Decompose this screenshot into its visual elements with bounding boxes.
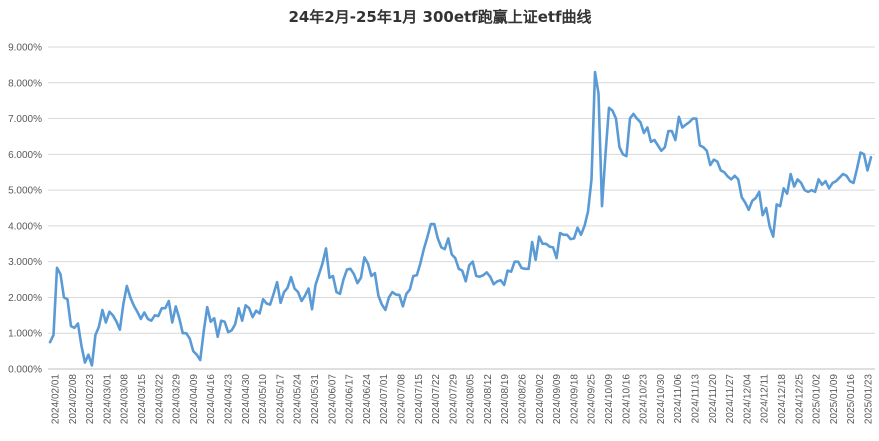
x-tick-label: 2024/12/04 bbox=[742, 374, 753, 424]
x-tick-label: 2025/01/23 bbox=[864, 374, 875, 424]
y-tick-label: 6.000% bbox=[8, 150, 42, 161]
x-tick-label: 2024/11/20 bbox=[708, 374, 719, 424]
x-tick-label: 2024/10/09 bbox=[604, 374, 615, 424]
x-tick-label: 2024/08/19 bbox=[500, 374, 511, 424]
x-tick-label: 2024/03/29 bbox=[172, 374, 183, 424]
x-tick-label: 2024/02/01 bbox=[51, 374, 62, 424]
x-tick-label: 2024/04/16 bbox=[206, 374, 217, 424]
x-tick-label: 2024/10/16 bbox=[621, 374, 632, 424]
x-tick-label: 2024/12/25 bbox=[794, 374, 805, 424]
x-tick-label: 2024/07/15 bbox=[414, 374, 425, 424]
x-tick-label: 2024/10/30 bbox=[656, 374, 667, 424]
x-tick-label: 2024/10/23 bbox=[639, 374, 650, 424]
x-tick-label: 2024/09/18 bbox=[569, 374, 580, 424]
x-tick-label: 2024/05/24 bbox=[293, 374, 304, 424]
x-tick-label: 2024/12/18 bbox=[777, 374, 788, 424]
x-tick-label: 2024/03/22 bbox=[154, 374, 165, 424]
x-tick-label: 2024/07/08 bbox=[396, 374, 407, 424]
x-axis-labels: 2024/02/01 2024/02/08 2024/02/23 2024/03/01… bbox=[51, 374, 875, 424]
x-tick-label: 2024/05/17 bbox=[275, 374, 286, 424]
y-tick-label: 8.000% bbox=[8, 78, 42, 89]
x-tick-label: 2024/04/30 bbox=[241, 374, 252, 424]
x-tick-label: 2024/04/09 bbox=[189, 374, 200, 424]
x-tick-label: 2024/02/08 bbox=[68, 374, 79, 424]
x-tick-label: 2024/08/12 bbox=[483, 374, 494, 424]
x-tick-label: 2024/07/29 bbox=[448, 374, 459, 424]
series-line bbox=[48, 70, 873, 367]
x-tick-label: 2024/06/24 bbox=[362, 374, 373, 424]
x-tick-label: 2024/11/06 bbox=[673, 374, 684, 424]
data-series bbox=[48, 70, 873, 367]
x-tick-label: 2024/04/23 bbox=[223, 374, 234, 424]
y-tick-label: 9.000% bbox=[8, 43, 42, 54]
x-tick-label: 2025/01/16 bbox=[846, 374, 857, 424]
x-tick-label: 2024/07/01 bbox=[379, 374, 390, 424]
x-tick-label: 2024/06/17 bbox=[345, 374, 356, 424]
x-tick-label: 2024/02/23 bbox=[85, 374, 96, 424]
x-tick-label: 2024/06/07 bbox=[327, 374, 338, 424]
y-tick-label: 2.000% bbox=[8, 293, 42, 304]
x-tick-label: 2024/12/11 bbox=[760, 374, 771, 424]
y-tick-label: 3.000% bbox=[8, 257, 42, 268]
x-tick-label: 2024/05/10 bbox=[258, 374, 269, 424]
x-tick-label: 2024/03/15 bbox=[137, 374, 148, 424]
x-tick-label: 2024/11/13 bbox=[691, 374, 702, 424]
y-tick-label: 7.000% bbox=[8, 114, 42, 125]
x-tick-label: 2024/07/22 bbox=[431, 374, 442, 424]
y-tick-label: 0.000% bbox=[8, 365, 42, 376]
x-tick-label: 2025/01/02 bbox=[812, 374, 823, 424]
y-tick-label: 5.000% bbox=[8, 186, 42, 197]
x-tick-label: 2024/09/25 bbox=[587, 374, 598, 424]
x-tick-label: 2024/09/02 bbox=[535, 374, 546, 424]
x-tick-label: 2024/03/08 bbox=[120, 374, 131, 424]
y-tick-label: 1.000% bbox=[8, 329, 42, 340]
x-tick-label: 2024/05/31 bbox=[310, 374, 321, 424]
chart-title: 24年2月-25年1月 300etf跑赢上证etf曲线 bbox=[288, 8, 591, 26]
x-tick-label: 2024/09/09 bbox=[552, 374, 563, 424]
y-axis-labels: 0.000% 1.000% 2.000% 3.000% 4.000% 5.000% 6.00… bbox=[8, 43, 42, 376]
x-tick-label: 2024/08/05 bbox=[466, 374, 477, 424]
x-tick-label: 2024/03/01 bbox=[102, 374, 113, 424]
x-tick-label: 2024/08/26 bbox=[518, 374, 529, 424]
y-tick-label: 4.000% bbox=[8, 221, 42, 232]
x-tick-label: 2024/11/27 bbox=[725, 374, 736, 424]
x-tick-label: 2025/01/09 bbox=[829, 374, 840, 424]
